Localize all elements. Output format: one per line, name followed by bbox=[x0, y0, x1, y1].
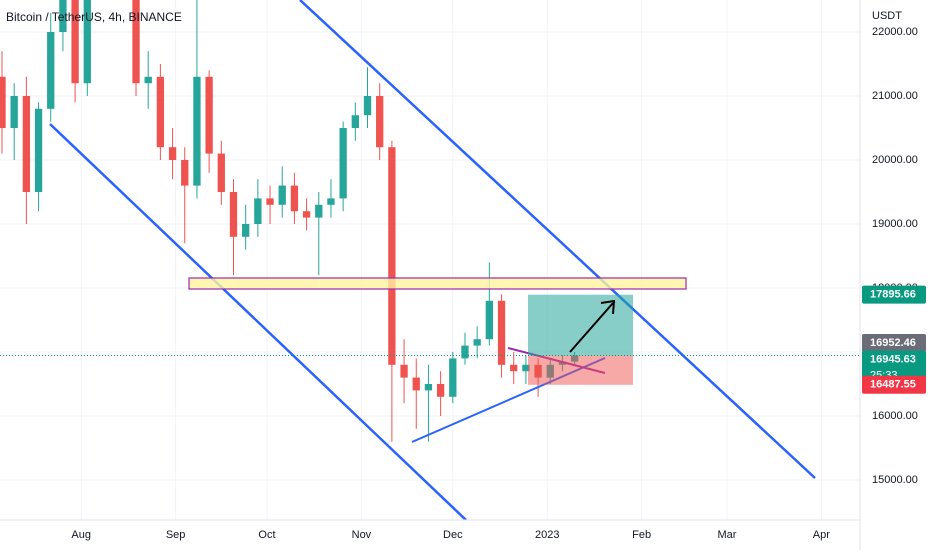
candle-body bbox=[388, 147, 396, 365]
candle-body bbox=[242, 224, 250, 237]
x-tick-label: Apr bbox=[813, 529, 830, 541]
candles bbox=[0, 0, 579, 442]
y-tick-label: 19000.00 bbox=[872, 218, 918, 230]
candle-body bbox=[10, 96, 18, 128]
candle-body bbox=[461, 345, 469, 359]
candle-body bbox=[278, 185, 286, 205]
candle-body bbox=[522, 364, 530, 372]
x-tick-label: Sep bbox=[166, 529, 186, 541]
x-tick-label: Feb bbox=[632, 529, 651, 541]
drawings bbox=[49, 0, 816, 520]
price-tag-label: 17895.66 bbox=[870, 289, 916, 301]
price-tag bbox=[862, 285, 926, 304]
y-tick-label: 16000.00 bbox=[872, 410, 918, 422]
y-tick-label: 21000.00 bbox=[872, 90, 918, 102]
candle-body bbox=[266, 198, 274, 205]
price-tag-label: 16952.46 bbox=[870, 337, 916, 349]
candle-body bbox=[0, 76, 6, 128]
channel-lower bbox=[49, 123, 467, 520]
candle-body bbox=[510, 364, 518, 372]
candle-body bbox=[83, 0, 91, 84]
price-tag bbox=[862, 375, 926, 394]
candle-body bbox=[315, 204, 323, 218]
candle-body bbox=[217, 153, 225, 192]
channel-upper bbox=[299, 0, 816, 479]
x-tick-label: Oct bbox=[258, 529, 275, 541]
candle-body bbox=[497, 300, 506, 365]
resistance-zone bbox=[188, 277, 687, 290]
candle-body bbox=[449, 358, 457, 397]
candle-body bbox=[400, 364, 408, 378]
profit-zone bbox=[528, 294, 633, 356]
candle-body bbox=[327, 198, 335, 205]
candle-body bbox=[229, 192, 238, 237]
y-tick-label: 20000.00 bbox=[872, 154, 918, 166]
candle-body bbox=[156, 76, 165, 148]
candle-body bbox=[351, 115, 359, 128]
candle-body bbox=[205, 76, 213, 154]
price-tag bbox=[862, 334, 926, 353]
candle-body bbox=[168, 147, 177, 160]
axes: 15000.0016000.0017000.0018000.0019000.00… bbox=[71, 26, 926, 541]
candle-body bbox=[22, 96, 31, 192]
x-tick-label: Mar bbox=[717, 529, 736, 541]
candle-body bbox=[290, 185, 299, 212]
candle-body bbox=[424, 384, 433, 391]
candle-body bbox=[181, 160, 189, 186]
candle-body bbox=[376, 96, 384, 148]
candle-body bbox=[144, 76, 152, 84]
grid bbox=[0, 0, 860, 520]
candle-body bbox=[34, 108, 43, 192]
candle-body bbox=[193, 76, 201, 186]
position-box bbox=[0, 294, 860, 385]
candle-body bbox=[132, 0, 140, 84]
x-tick-label: 2023 bbox=[535, 529, 559, 541]
candle-body bbox=[47, 32, 55, 109]
x-tick-label: Nov bbox=[352, 529, 372, 541]
arrow-head bbox=[600, 299, 616, 315]
candle-body bbox=[339, 128, 347, 199]
y-tick-label: 15000.00 bbox=[872, 474, 918, 486]
candle-body bbox=[71, 0, 79, 84]
arrow bbox=[569, 299, 616, 353]
candle-body bbox=[363, 96, 372, 116]
candle-body bbox=[436, 384, 445, 397]
y-tick-label: 22000.00 bbox=[872, 26, 918, 38]
price-tag-label: 16487.55 bbox=[870, 379, 916, 391]
price-tag-label: 16945.63 bbox=[870, 353, 916, 365]
chart-title: Bitcoin / TetherUS, 4h, BINANCE bbox=[6, 10, 182, 24]
x-tick-label: Dec bbox=[443, 529, 463, 541]
arrow-line bbox=[569, 302, 614, 353]
loss-zone bbox=[528, 355, 633, 385]
candle-body bbox=[473, 339, 481, 346]
candle-body bbox=[254, 198, 262, 224]
candle-body bbox=[302, 211, 311, 218]
x-tick-label: Aug bbox=[71, 529, 91, 541]
y-axis-label: USDT bbox=[872, 10, 902, 22]
candle-body bbox=[59, 0, 67, 32]
candle-body bbox=[485, 300, 494, 340]
candle-body bbox=[412, 377, 420, 391]
